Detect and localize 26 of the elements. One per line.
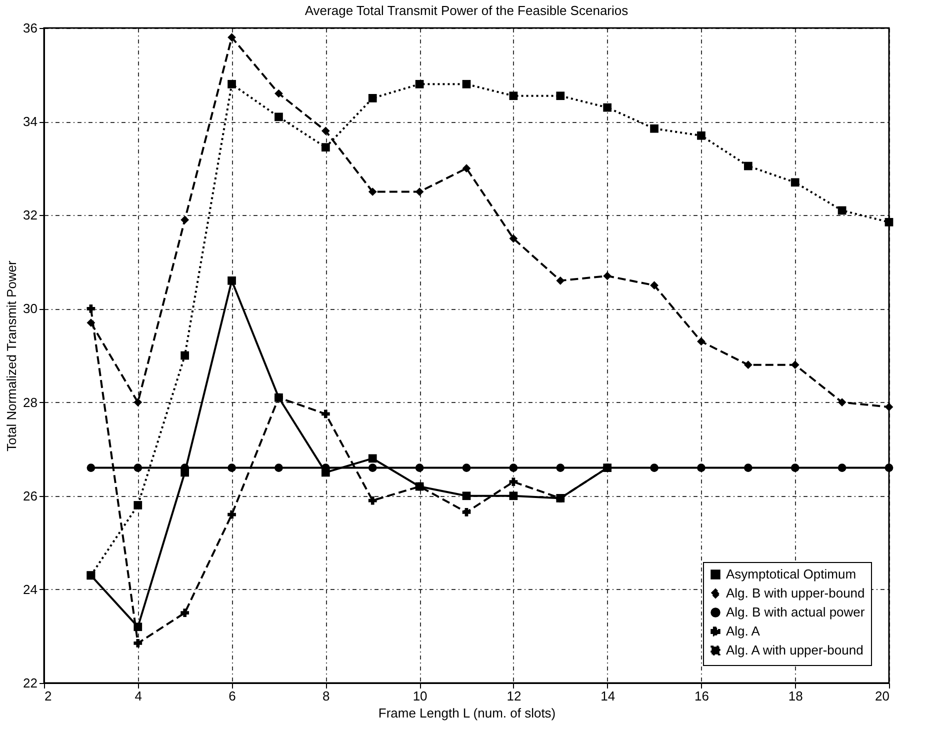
- x-axis-title: Frame Length L (num. of slots): [378, 706, 556, 720]
- legend-label: Alg. A: [726, 624, 760, 638]
- y-axis-title: Total Normalized Transmit Power: [4, 260, 20, 452]
- x-tick-label: 8: [322, 688, 330, 704]
- x-tick-label: 12: [506, 688, 522, 704]
- x-tick-label: 10: [412, 688, 428, 704]
- y-tick-label: 30: [23, 301, 38, 316]
- y-tick-label: 34: [23, 114, 38, 130]
- legend-label: Asymptotical Optimum: [726, 566, 856, 582]
- chart-title: Average Total Transmit Power of the Feasible Scenarios: [304, 3, 629, 18]
- y-tick-label: 28: [23, 394, 38, 410]
- y-tick-label: 24: [23, 582, 38, 597]
- legend-label: Alg. A with upper-bound: [726, 642, 864, 658]
- x-tick-label: 18: [788, 688, 803, 704]
- legend-label: Alg. B with upper-bound: [726, 586, 865, 600]
- legend-label: Alg. B with actual power: [726, 604, 866, 620]
- x-tick-label: 2: [44, 688, 52, 704]
- x-tick-label: 20: [875, 688, 890, 704]
- y-tick-label: 36: [23, 20, 38, 36]
- y-tick-label: 26: [23, 488, 38, 504]
- y-tick-label: 32: [23, 208, 38, 223]
- x-tick-label: 14: [600, 688, 616, 704]
- x-tick-label: 16: [694, 688, 709, 704]
- x-tick-label: 6: [228, 688, 236, 704]
- y-tick-label: 22: [23, 676, 38, 690]
- x-tick-label: 4: [134, 688, 142, 704]
